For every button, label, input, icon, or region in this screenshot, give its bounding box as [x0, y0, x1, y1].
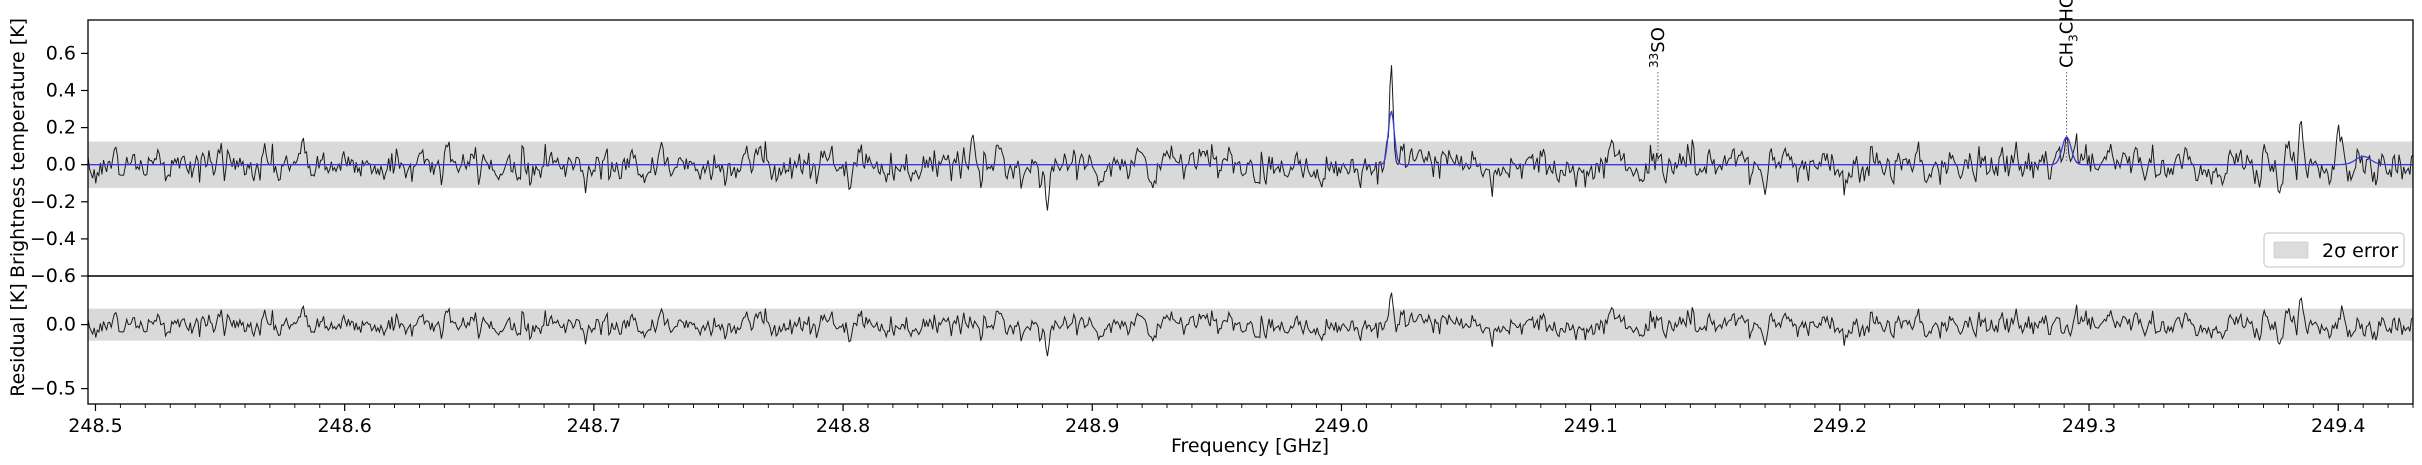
line-id-label: CH3CHO — [2057, 0, 2081, 68]
x-tick-label: 249.3 — [2062, 415, 2116, 437]
y-tick-label: −0.5 — [30, 378, 76, 400]
line-id-label: 33SO — [1647, 27, 1669, 68]
x-tick-label: 248.8 — [816, 415, 870, 437]
x-tick-label: 249.2 — [1813, 415, 1867, 437]
x-tick-label: 249.4 — [2311, 415, 2365, 437]
bottom-y-axis-ticks: 0.0 −0.5 — [30, 314, 88, 400]
bottom-panel: 0.0−0.5 248.5 248.6 248.7 248.8 248.9 249.0 24… — [7, 275, 2414, 457]
top-panel: 33SO CH3CHO 0.6 0.4 0.2 0.0 −0.2 −0.4 −0.6 Brig… — [7, 0, 2414, 287]
x-axis-ticks: 248.5 248.6 248.7 248.8 248.9 249.0 249.1 249.2… — [68, 404, 2414, 437]
residual-spectrum-line — [87, 292, 2414, 357]
observed-spectrum-line — [87, 65, 2414, 211]
x-tick-label: 248.9 — [1065, 415, 1119, 437]
x-tick-label: 248.5 — [68, 415, 122, 437]
y-tick-label: −0.4 — [30, 228, 76, 250]
legend-label: 2σ error — [2322, 240, 2398, 262]
line-identifications: 33SO CH3CHO — [1647, 0, 2081, 161]
y-tick-label: 0.4 — [46, 79, 76, 101]
bottom-plot-frame — [87, 275, 2414, 405]
x-tick-label: 248.7 — [567, 415, 621, 437]
x-tick-label: 248.6 — [317, 415, 371, 437]
y-tick-label: −0.2 — [30, 191, 76, 213]
y-tick-label: 0.0 — [46, 314, 76, 336]
y-tick-label: 0.0 — [46, 154, 76, 176]
top-y-axis-ticks: 0.6 0.4 0.2 0.0 −0.2 −0.4 −0.6 — [30, 42, 88, 287]
y-tick-label: 0.6 — [46, 42, 76, 64]
bottom-y-axis-label: Residual [K] — [7, 283, 29, 397]
x-tick-label: 249.1 — [1563, 415, 1617, 437]
top-y-axis-label: Brightness temperature [K] — [7, 18, 29, 278]
legend: 2σ error — [2263, 232, 2405, 268]
x-axis-label: Frequency [GHz] — [1171, 435, 1329, 457]
y-tick-label: 0.2 — [46, 117, 76, 139]
legend-frame — [2263, 232, 2405, 268]
y-tick-label: −0.6 — [30, 265, 76, 287]
legend-swatch — [2273, 241, 2309, 259]
x-tick-label: 249.0 — [1314, 415, 1368, 437]
model-spectrum-line — [88, 110, 2413, 166]
